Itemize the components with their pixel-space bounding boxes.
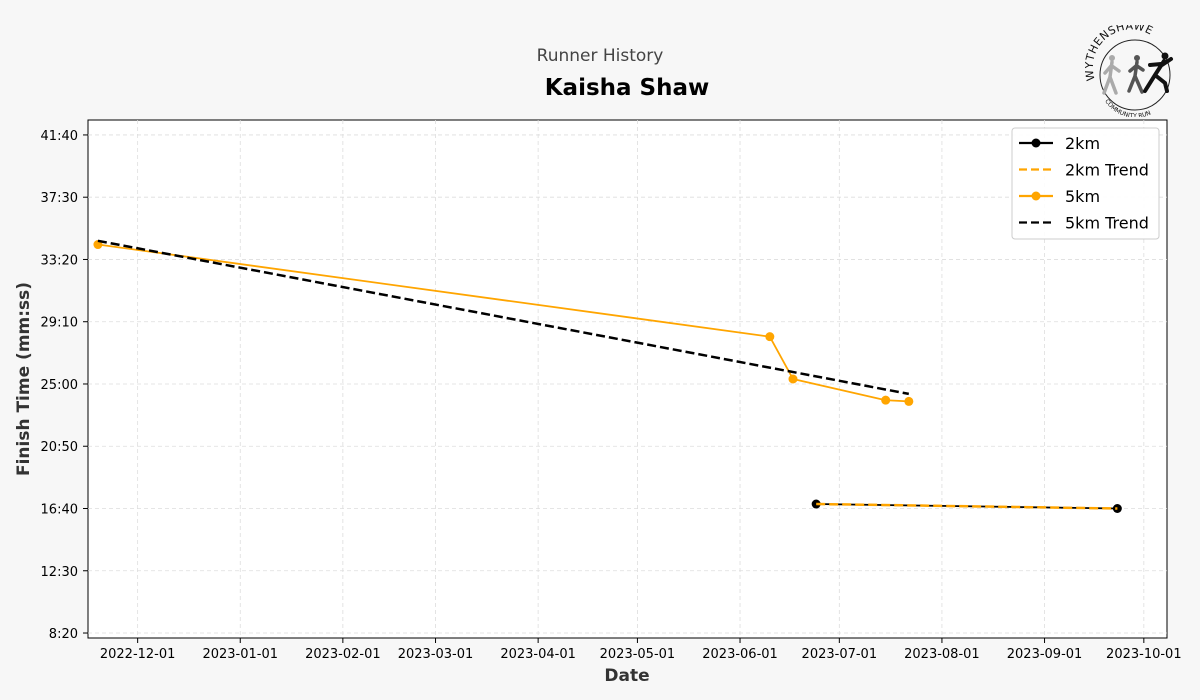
data-point-5km <box>904 396 914 406</box>
data-point-5km <box>788 374 798 384</box>
club-logo: WYTHENSHAWE COMMUNITY RUN <box>1085 25 1173 117</box>
series-5km <box>93 240 914 406</box>
legend-item-5km-trend: 5km Trend <box>1019 214 1149 233</box>
series-line-5km-trend <box>97 239 910 396</box>
svg-text:WYTHENSHAWE: WYTHENSHAWE <box>1085 25 1155 82</box>
grid-lines <box>88 120 1167 638</box>
runner-icon-dark <box>1143 52 1173 93</box>
x-tick-label: 2022-12-01 <box>100 647 176 662</box>
legend-item-5km: 5km <box>1019 187 1100 206</box>
y-axis-label: Finish Time (mm:ss) <box>14 282 34 476</box>
y-tick-label: 25:00 <box>41 378 78 393</box>
x-tick-label: 2023-05-01 <box>600 647 676 662</box>
x-tick-label: 2023-01-01 <box>202 647 278 662</box>
x-tick-label: 2023-03-01 <box>398 647 474 662</box>
chart-title: Kaisha Shaw <box>545 75 710 101</box>
legend: 2km 2km Trend 5km 5km Trend <box>1011 127 1160 240</box>
x-tick-label: 2023-02-01 <box>305 647 381 662</box>
x-tick-label: 2023-10-01 <box>1106 647 1182 662</box>
x-tick-label: 2023-08-01 <box>904 647 980 662</box>
legend-label: 2km Trend <box>1065 161 1149 180</box>
legend-label: 5km <box>1065 187 1100 206</box>
legend-item-2km-trend: 2km Trend <box>1019 161 1149 180</box>
y-tick-label: 20:50 <box>41 440 78 455</box>
runner-icon-mid <box>1127 55 1145 94</box>
legend-box <box>1011 127 1160 240</box>
x-tick-label: 2023-04-01 <box>500 647 576 662</box>
legend-marker <box>1031 191 1041 201</box>
series-layer <box>93 239 1122 513</box>
y-tick-label: 8:20 <box>49 627 78 642</box>
legend-label: 2km <box>1065 134 1100 153</box>
logo-text-top: WYTHENSHAWE <box>1085 25 1155 82</box>
x-tick-label: 2023-09-01 <box>1007 647 1083 662</box>
data-point-2km <box>811 499 821 509</box>
x-axis-label: Date <box>604 666 649 686</box>
y-tick-label: 37:30 <box>41 191 78 206</box>
logo-text-bottom: COMMUNITY RUN <box>1103 98 1152 117</box>
y-tick-label: 16:40 <box>41 503 78 518</box>
series-line-2km-trend <box>816 502 1118 510</box>
series-5km-trend <box>97 239 910 396</box>
x-tick-label: 2023-07-01 <box>802 647 878 662</box>
y-tick-label: 41:40 <box>41 129 78 144</box>
series-2km-trend <box>816 502 1118 510</box>
x-axis-ticks: 2022-12-01 2023-01-01 2023-02-01 2023-03-01… <box>100 638 1182 662</box>
legend-marker <box>1031 138 1041 148</box>
y-axis-ticks: 8:20 12:30 16:40 20:50 25:00 29:10 33:20 37:30 4… <box>41 129 88 642</box>
svg-text:COMMUNITY RUN: COMMUNITY RUN <box>1103 98 1152 117</box>
y-tick-label: 29:10 <box>41 316 78 331</box>
data-point-5km <box>881 395 891 405</box>
y-tick-label: 12:30 <box>41 565 78 580</box>
legend-label: 5km Trend <box>1065 214 1149 233</box>
legend-item-2km: 2km <box>1019 134 1100 153</box>
x-tick-label: 2023-06-01 <box>702 647 778 662</box>
y-tick-label: 33:20 <box>41 253 78 268</box>
plot-area <box>87 119 1168 639</box>
chart-supertitle: Runner History <box>536 46 664 66</box>
data-point-5km <box>765 332 775 342</box>
runner-icon-light <box>1102 55 1121 95</box>
